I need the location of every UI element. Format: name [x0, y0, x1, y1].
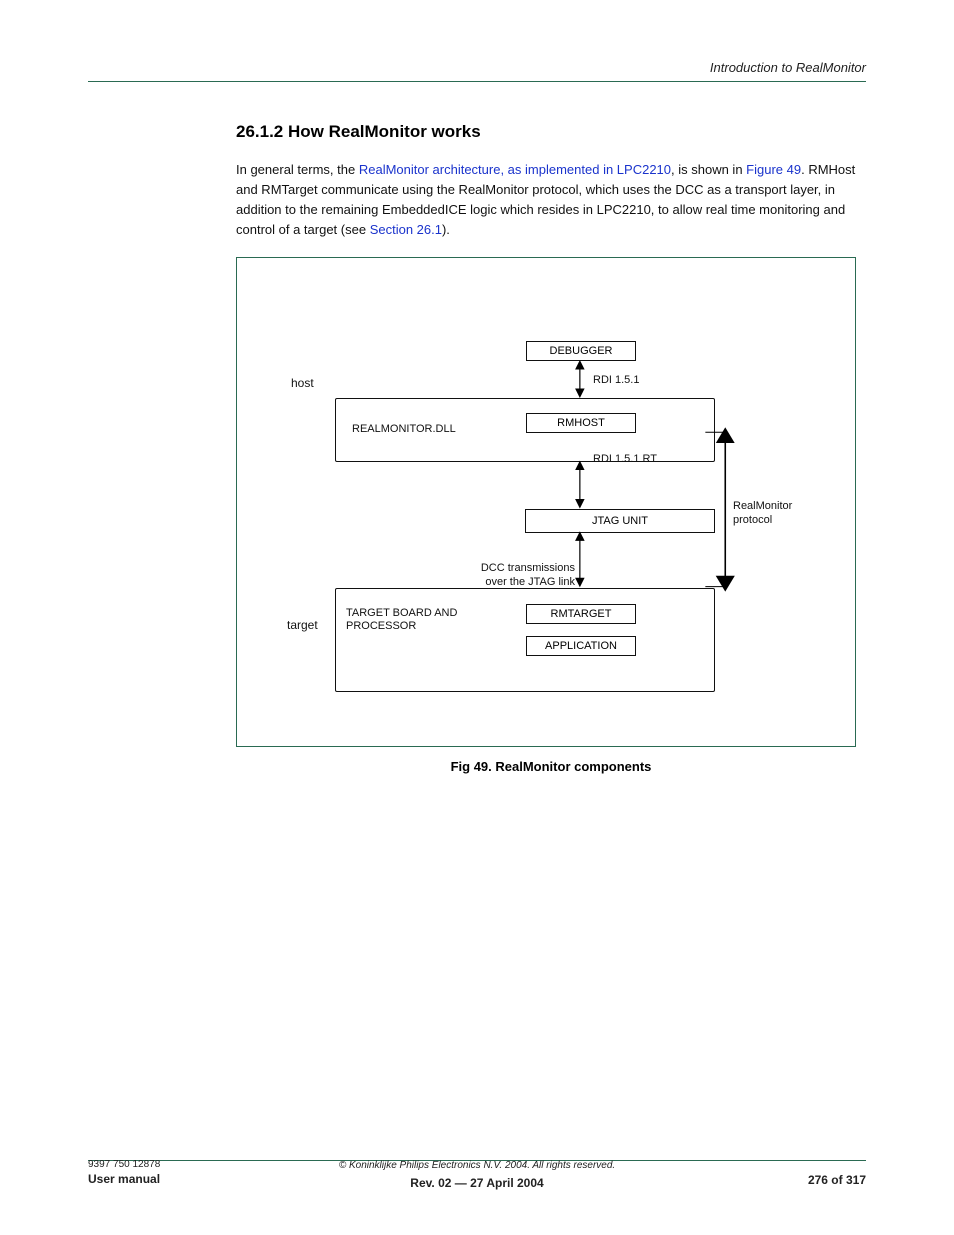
- body-paragraph: In general terms, the RealMonitor archit…: [236, 160, 866, 241]
- figure-number: Fig 49.: [451, 759, 496, 774]
- xref-link[interactable]: RealMonitor architecture, as implemented…: [359, 162, 671, 177]
- group-host: REALMONITOR.DLL: [335, 398, 715, 462]
- group-target: TARGET BOARD AND PROCESSOR: [335, 588, 715, 692]
- figure-frame: host target DEBUGGER REALMONITOR.DLL RMH…: [236, 257, 856, 747]
- label-target: target: [287, 618, 318, 632]
- label-dcc-line2: over the JTAG link: [475, 576, 575, 590]
- page-number: 276 of 317: [746, 1173, 866, 1187]
- label-realmonitor-dll: REALMONITOR.DLL: [352, 423, 456, 437]
- label-rmprotocol-line1: RealMonitor: [733, 500, 792, 514]
- box-debugger: DEBUGGER: [526, 341, 636, 361]
- box-rmhost: RMHOST: [526, 413, 636, 433]
- footer-right: 276 of 317: [746, 1159, 866, 1191]
- label-rdi151: RDI 1.5.1: [593, 374, 639, 388]
- doc-type: User manual: [88, 1172, 208, 1186]
- section-ref-link[interactable]: Section 26.1: [370, 222, 442, 237]
- box-rmtarget: RMTARGET: [526, 604, 636, 624]
- box-application: APPLICATION: [526, 636, 636, 656]
- copyright-text: © Koninklijke Philips Electronics N.V. 2…: [208, 1159, 746, 1173]
- box-jtag: JTAG UNIT: [525, 509, 715, 533]
- section-number: 26.1.2: [236, 122, 283, 141]
- footer-mid: © Koninklijke Philips Electronics N.V. 2…: [208, 1159, 746, 1191]
- label-host: host: [291, 376, 314, 390]
- label-target-board: TARGET BOARD AND PROCESSOR: [346, 607, 506, 635]
- figure-caption-text: RealMonitor components: [495, 759, 651, 774]
- label-rdi151rt: RDI 1.5.1 RT: [593, 453, 657, 467]
- figure-caption: Fig 49. RealMonitor components: [236, 759, 866, 774]
- footer: 9397 750 12878 User manual © Koninklijke…: [88, 1159, 866, 1191]
- text-run: In general terms, the: [236, 162, 359, 177]
- text-run: ).: [442, 222, 450, 237]
- text-run: , is shown in: [671, 162, 746, 177]
- figure-ref-link[interactable]: Figure 49: [746, 162, 801, 177]
- label-rmprotocol-line2: protocol: [733, 514, 772, 528]
- doc-id: 9397 750 12878: [88, 1159, 208, 1170]
- section-heading: 26.1.2 How RealMonitor works: [236, 122, 866, 142]
- section-title: How RealMonitor works: [288, 122, 481, 141]
- footer-left: 9397 750 12878 User manual: [88, 1159, 208, 1191]
- running-head: Introduction to RealMonitor: [88, 60, 866, 75]
- doc-rev: Rev. 02 — 27 April 2004: [208, 1175, 746, 1191]
- label-dcc-line1: DCC transmissions: [475, 562, 575, 576]
- top-rule: [88, 81, 866, 82]
